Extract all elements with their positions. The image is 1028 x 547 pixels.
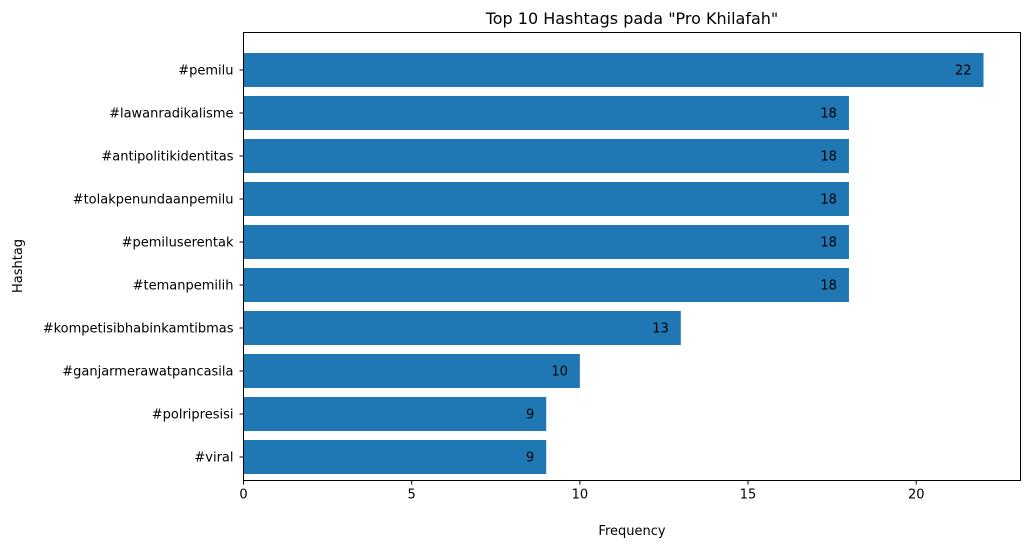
bar — [243, 225, 849, 259]
y-tick-label: #pemilu — [178, 64, 233, 79]
y-tick-label: #kompetisibhabinkamtibmas — [43, 322, 234, 337]
y-tick-label: #polripresisi — [152, 408, 234, 423]
x-axis-ticks: 0 5 10 15 20 — [239, 480, 925, 503]
y-tick-label: #ganjarmerawatpancasila — [62, 365, 233, 380]
y-tick-label: #lawanradikalisme — [109, 107, 233, 122]
bar-value-label: 18 — [820, 107, 837, 122]
bar — [243, 311, 681, 345]
y-tick-label: #temanpemilih — [133, 279, 234, 294]
x-tick-label: 10 — [572, 488, 589, 503]
bar-value-label: 18 — [820, 236, 837, 251]
bar-labels-group: 22 18 18 18 18 18 13 10 9 9 — [526, 64, 972, 466]
x-tick-label: 15 — [740, 488, 757, 503]
y-tick-label: #tolakpenundaanpemilu — [73, 193, 234, 208]
chart-title: Top 10 Hashtags pada "Pro Khilafah" — [485, 9, 779, 28]
bar-value-label: 22 — [955, 64, 972, 79]
bar — [243, 139, 849, 173]
y-axis-label: Hashtag — [11, 239, 26, 293]
bar — [243, 440, 547, 474]
bar-value-label: 18 — [820, 193, 837, 208]
y-tick-label: #pemiluserentak — [122, 236, 234, 251]
x-tick-label: 5 — [408, 488, 416, 503]
plot-frame — [243, 32, 1021, 481]
y-tick-label: #antipolitikidentitas — [101, 150, 233, 165]
bar — [243, 53, 984, 87]
bar-value-label: 18 — [820, 279, 837, 294]
bar-value-label: 10 — [551, 365, 568, 380]
bar — [243, 268, 849, 302]
bar — [243, 96, 849, 130]
bar-value-label: 9 — [526, 408, 534, 423]
y-tick-label: #viral — [194, 451, 233, 466]
x-tick-label: 0 — [239, 488, 247, 503]
bar — [243, 182, 849, 216]
bar-value-label: 18 — [820, 150, 837, 165]
bar — [243, 354, 580, 388]
bars-group — [243, 53, 984, 474]
y-axis-ticks: #pemilu #lawanradikalisme #antipolitikiden… — [43, 64, 244, 466]
bar — [243, 397, 547, 431]
bar-value-label: 13 — [652, 322, 669, 337]
bar-value-label: 9 — [526, 451, 534, 466]
x-tick-label: 20 — [908, 488, 925, 503]
x-axis-label: Frequency — [598, 524, 665, 539]
